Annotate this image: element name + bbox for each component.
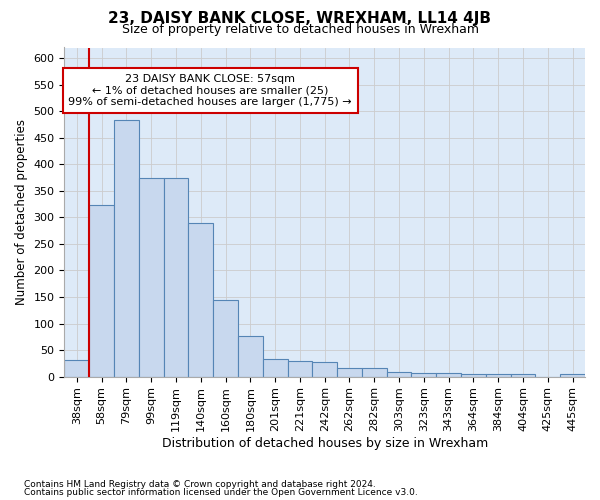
Bar <box>313 362 337 376</box>
Y-axis label: Number of detached properties: Number of detached properties <box>15 119 28 305</box>
Bar <box>263 359 287 376</box>
Bar <box>362 368 386 376</box>
Bar <box>412 374 436 376</box>
Bar <box>114 120 139 376</box>
Bar <box>89 205 114 376</box>
Bar <box>386 372 412 376</box>
Bar <box>511 374 535 376</box>
Bar <box>486 374 511 376</box>
Bar <box>64 360 89 376</box>
Text: Contains HM Land Registry data © Crown copyright and database right 2024.: Contains HM Land Registry data © Crown c… <box>24 480 376 489</box>
Bar <box>238 336 263 376</box>
X-axis label: Distribution of detached houses by size in Wrexham: Distribution of detached houses by size … <box>161 437 488 450</box>
Bar <box>188 222 213 376</box>
Text: 23, DAISY BANK CLOSE, WREXHAM, LL14 4JB: 23, DAISY BANK CLOSE, WREXHAM, LL14 4JB <box>109 12 491 26</box>
Bar <box>213 300 238 376</box>
Bar <box>436 374 461 376</box>
Bar <box>337 368 362 376</box>
Text: Size of property relative to detached houses in Wrexham: Size of property relative to detached ho… <box>121 24 479 36</box>
Bar <box>560 374 585 376</box>
Bar <box>287 360 313 376</box>
Bar <box>461 374 486 376</box>
Bar <box>139 178 164 376</box>
Text: Contains public sector information licensed under the Open Government Licence v3: Contains public sector information licen… <box>24 488 418 497</box>
Text: 23 DAISY BANK CLOSE: 57sqm
← 1% of detached houses are smaller (25)
99% of semi-: 23 DAISY BANK CLOSE: 57sqm ← 1% of detac… <box>68 74 352 107</box>
Bar <box>164 178 188 376</box>
